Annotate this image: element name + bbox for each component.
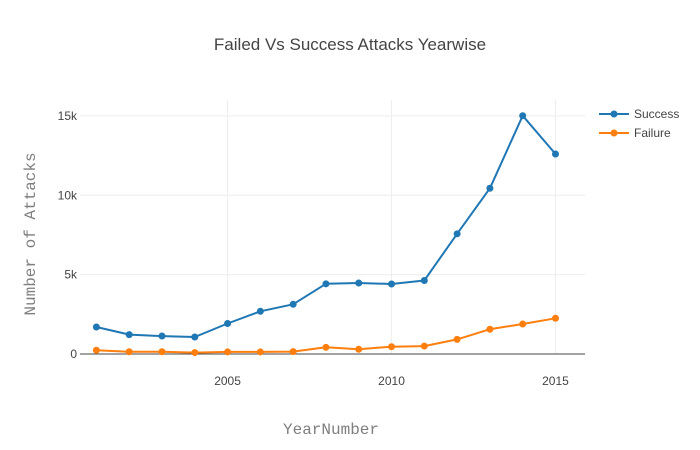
series-failure (92, 314, 559, 357)
success-point[interactable] (224, 320, 232, 328)
failure-point[interactable] (322, 343, 330, 351)
success-point[interactable] (158, 332, 166, 340)
x-axis-title: YearNumber (283, 421, 379, 439)
failure-point[interactable] (355, 345, 363, 353)
success-point[interactable] (289, 300, 297, 308)
success-point[interactable] (191, 333, 199, 341)
failure-point[interactable] (420, 342, 428, 350)
success-point[interactable] (322, 280, 330, 288)
y-axis-title: Number of Attacks (22, 152, 40, 315)
x-tick-label: 2015 (542, 374, 569, 388)
x-tick-label: 2005 (214, 374, 241, 388)
series-success (92, 112, 559, 341)
failure-point[interactable] (256, 348, 264, 356)
legend-item-success[interactable]: Success (599, 107, 679, 121)
legend[interactable]: Success Failure (599, 107, 679, 140)
failure-point[interactable] (158, 348, 166, 356)
tick-labels: 2005 2010 2015 0 5k 10k 15k (58, 109, 570, 388)
success-point[interactable] (453, 230, 461, 238)
failure-point[interactable] (486, 325, 494, 333)
success-point[interactable] (125, 331, 133, 339)
series-layer (92, 112, 559, 357)
failure-point[interactable] (125, 348, 133, 356)
failure-point[interactable] (92, 346, 100, 354)
failure-point[interactable] (224, 348, 232, 356)
legend-label: Failure (634, 126, 671, 140)
y-tick-label: 0 (70, 347, 77, 361)
success-point[interactable] (486, 184, 494, 192)
chart-title: Failed Vs Success Attacks Yearwise (214, 35, 486, 54)
grid (80, 100, 585, 355)
x-tick-label: 2010 (378, 374, 405, 388)
y-tick-label: 5k (64, 268, 78, 282)
y-tick-label: 10k (58, 188, 78, 202)
y-tick-label: 15k (58, 109, 78, 123)
legend-item-failure[interactable]: Failure (599, 126, 671, 140)
legend-marker (610, 129, 618, 137)
failure-point[interactable] (191, 349, 199, 357)
success-point[interactable] (388, 280, 396, 288)
success-point[interactable] (420, 276, 428, 284)
success-point[interactable] (92, 323, 100, 331)
legend-marker (610, 110, 618, 118)
failure-point[interactable] (388, 343, 396, 351)
success-point[interactable] (256, 307, 264, 315)
failure-point[interactable] (289, 348, 297, 356)
failure-point[interactable] (519, 320, 527, 328)
legend-label: Success (634, 107, 679, 121)
success-line (96, 114, 557, 338)
failure-point[interactable] (453, 335, 461, 343)
failure-point[interactable] (551, 314, 559, 322)
success-point[interactable] (355, 279, 363, 287)
success-point[interactable] (519, 112, 527, 120)
success-point[interactable] (551, 150, 559, 158)
